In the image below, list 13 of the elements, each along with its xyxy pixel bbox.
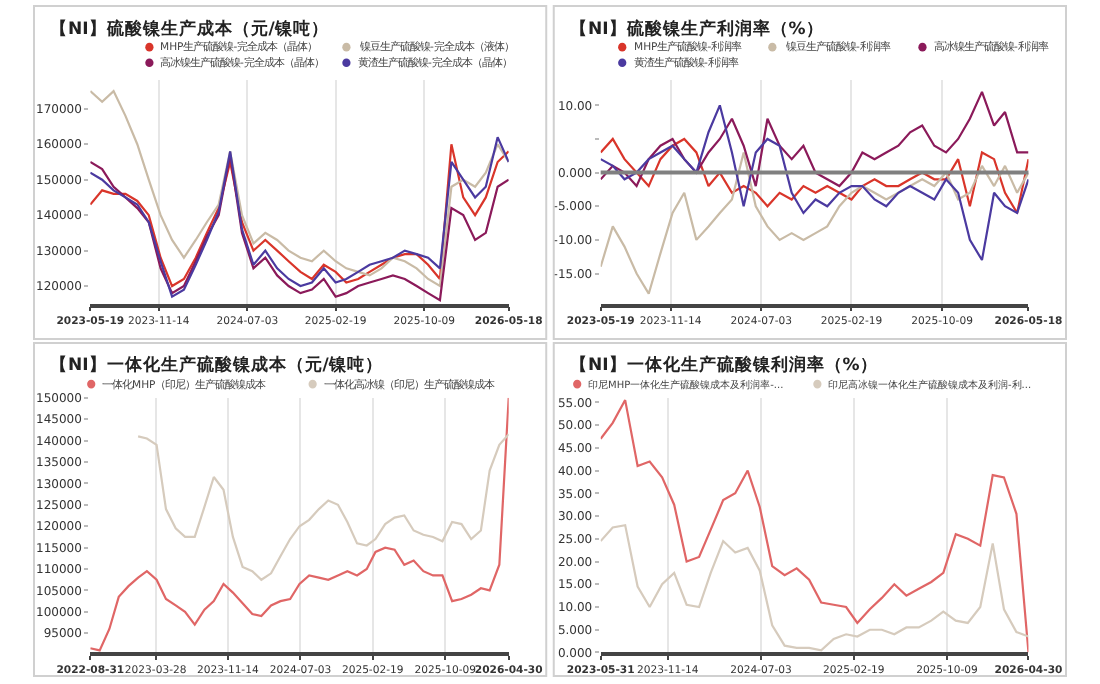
chart-title: 【NI】硫酸镍生产成本（元/镍吨）	[50, 18, 329, 40]
line-series	[600, 151, 1029, 295]
line-series	[600, 398, 1029, 653]
chart-title: 【NI】一体化生产硫酸镍成本（元/镍吨）	[50, 354, 383, 376]
line-series	[600, 104, 1029, 262]
line-series	[137, 433, 509, 581]
line-series	[90, 397, 509, 652]
line-series	[90, 89, 509, 288]
chart-title: 【NI】硫酸镍生产利润率（%）	[570, 18, 824, 40]
line-series	[600, 137, 1029, 215]
chart-title: 【NI】一体化生产硫酸镍利润率（%）	[570, 354, 878, 376]
line-series	[600, 90, 1029, 188]
line-series	[600, 524, 1029, 652]
